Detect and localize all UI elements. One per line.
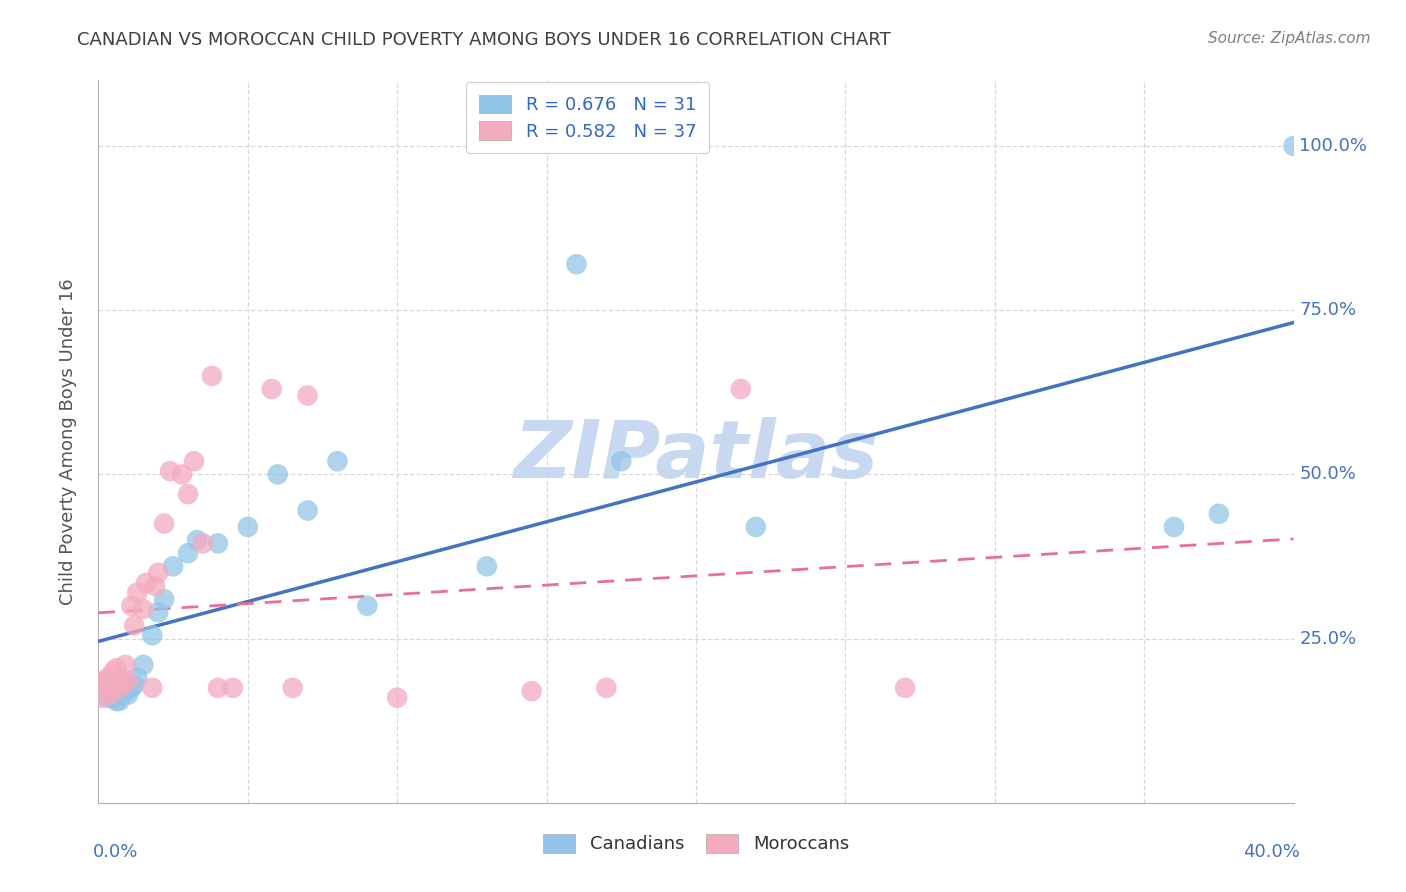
Point <box>148 605 170 619</box>
Point <box>745 520 768 534</box>
Point <box>96 671 118 685</box>
Point <box>117 674 139 689</box>
Text: 75.0%: 75.0% <box>1299 301 1357 319</box>
Point <box>111 687 134 701</box>
Point <box>114 684 136 698</box>
Point <box>117 687 139 701</box>
Point <box>127 671 149 685</box>
Point <box>207 536 229 550</box>
Point <box>1208 507 1230 521</box>
Point <box>98 687 122 701</box>
Point <box>222 681 245 695</box>
Point <box>162 559 184 574</box>
Point <box>177 546 200 560</box>
Point <box>186 533 208 547</box>
Text: 25.0%: 25.0% <box>1299 630 1357 648</box>
Point <box>475 559 498 574</box>
Point <box>124 677 146 691</box>
Text: CANADIAN VS MOROCCAN CHILD POVERTY AMONG BOYS UNDER 16 CORRELATION CHART: CANADIAN VS MOROCCAN CHILD POVERTY AMONG… <box>77 31 891 49</box>
Point <box>103 665 125 679</box>
Point <box>191 536 214 550</box>
Point <box>520 684 543 698</box>
Point <box>124 618 146 632</box>
Point <box>326 454 349 468</box>
Point <box>297 503 319 517</box>
Point <box>141 681 163 695</box>
Point <box>105 661 128 675</box>
Point <box>159 464 181 478</box>
Point <box>141 628 163 642</box>
Point <box>385 690 409 705</box>
Point <box>105 694 128 708</box>
Point <box>177 487 200 501</box>
Point <box>153 592 176 607</box>
Point <box>1282 139 1305 153</box>
Point <box>127 585 149 599</box>
Point <box>356 599 378 613</box>
Point <box>132 657 155 672</box>
Point <box>98 687 122 701</box>
Point <box>236 520 259 534</box>
Point <box>565 257 588 271</box>
Point <box>120 599 142 613</box>
Legend: Canadians, Moroccans: Canadians, Moroccans <box>530 822 862 866</box>
Text: Source: ZipAtlas.com: Source: ZipAtlas.com <box>1208 31 1371 46</box>
Point <box>894 681 917 695</box>
Point <box>730 382 752 396</box>
Point <box>120 681 142 695</box>
Point <box>111 674 134 689</box>
Point <box>183 454 205 468</box>
Point <box>96 690 118 705</box>
Point <box>148 566 170 580</box>
Point <box>103 690 125 705</box>
Point <box>93 674 115 689</box>
Y-axis label: Child Poverty Among Boys Under 16: Child Poverty Among Boys Under 16 <box>59 278 77 605</box>
Point <box>153 516 176 531</box>
Text: 0.0%: 0.0% <box>93 843 138 861</box>
Point <box>90 690 112 705</box>
Point <box>105 681 128 695</box>
Text: 50.0%: 50.0% <box>1299 466 1357 483</box>
Point <box>281 681 304 695</box>
Point <box>143 579 166 593</box>
Point <box>267 467 290 482</box>
Point <box>135 575 157 590</box>
Point <box>610 454 633 468</box>
Point <box>108 694 131 708</box>
Point <box>172 467 194 482</box>
Point <box>595 681 617 695</box>
Point <box>260 382 283 396</box>
Point <box>201 368 224 383</box>
Point <box>297 388 319 402</box>
Point <box>207 681 229 695</box>
Point <box>108 681 131 695</box>
Text: 40.0%: 40.0% <box>1243 843 1299 861</box>
Point <box>114 657 136 672</box>
Point <box>132 602 155 616</box>
Point <box>1163 520 1185 534</box>
Text: 100.0%: 100.0% <box>1299 137 1368 155</box>
Point <box>96 674 118 689</box>
Text: ZIPatlas: ZIPatlas <box>513 417 879 495</box>
